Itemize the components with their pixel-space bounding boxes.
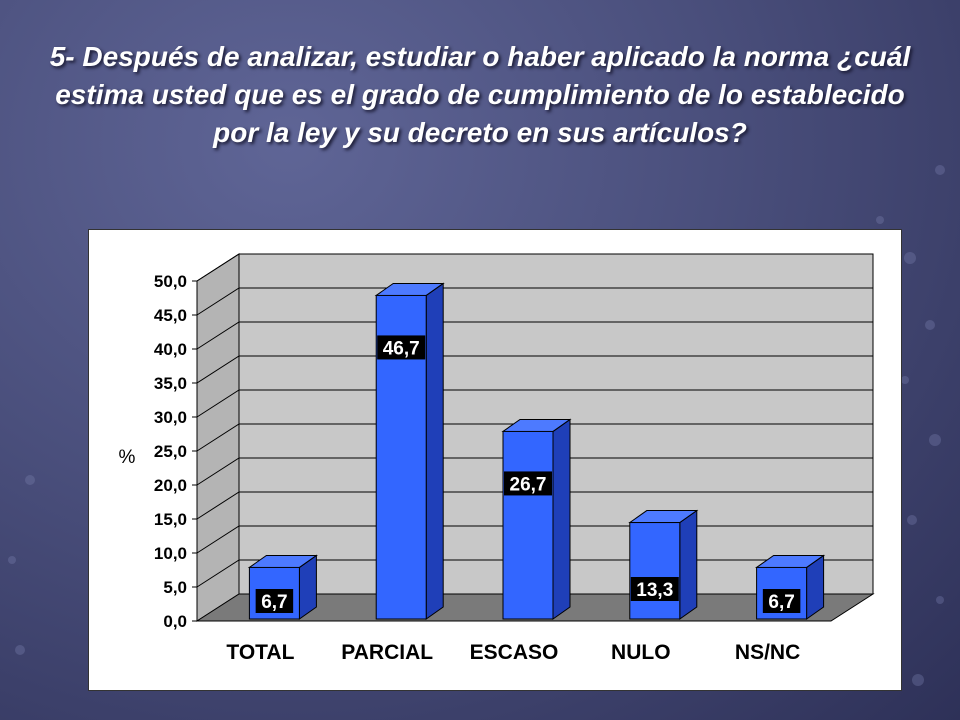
category-label: PARCIAL [341,641,433,664]
data-label: 13,3 [636,580,673,601]
data-label-box [762,589,801,613]
data-label-box [255,589,294,613]
data-label-box [630,577,679,601]
gridline [196,389,873,418]
gridline [196,457,873,486]
y-tick-label: 10,0 [154,544,187,563]
y-tick-label: 0,0 [163,612,187,631]
y-tick-label: 45,0 [154,306,187,325]
data-label-box [377,335,426,360]
gridline [196,491,873,520]
data-label: 26,7 [510,474,547,495]
bar [502,430,554,620]
y-tick-label: 5,0 [163,578,187,597]
gridline [196,423,873,452]
gridline [196,253,873,282]
category-label: NS/NC [735,641,800,664]
y-tick-label: 20,0 [154,476,187,495]
y-tick-label: 25,0 [154,442,187,461]
y-tick-label: 50,0 [154,272,187,291]
y-tick-label: 15,0 [154,510,187,529]
slide-title: 5- Después de analizar, estudiar o haber… [49,41,911,148]
chart-container: 0,0 5,0 10,0 15,0 20,0 25,0 30,0 35,0 40,0 45,0 50… [88,229,902,691]
data-label: 46,7 [383,338,420,359]
y-tick-label: 30,0 [154,408,187,427]
y-axis-title: % [119,447,136,468]
gridline [196,287,873,316]
category-label: NULO [611,641,671,664]
y-tick-label: 40,0 [154,340,187,359]
data-label: 6,7 [261,592,287,613]
data-label: 6,7 [768,592,794,613]
bar-side [679,509,698,620]
gridline [196,355,873,384]
category-label: ESCASO [470,641,559,664]
gridline [196,321,873,350]
bar-side [552,418,571,620]
bar-chart: 0,0 5,0 10,0 15,0 20,0 25,0 30,0 35,0 40,0 45,0 50… [119,253,875,664]
data-label-box [504,471,552,496]
category-label: TOTAL [226,641,294,664]
bar-side [425,282,444,620]
bar [629,522,681,620]
y-tick-label: 35,0 [154,374,187,393]
